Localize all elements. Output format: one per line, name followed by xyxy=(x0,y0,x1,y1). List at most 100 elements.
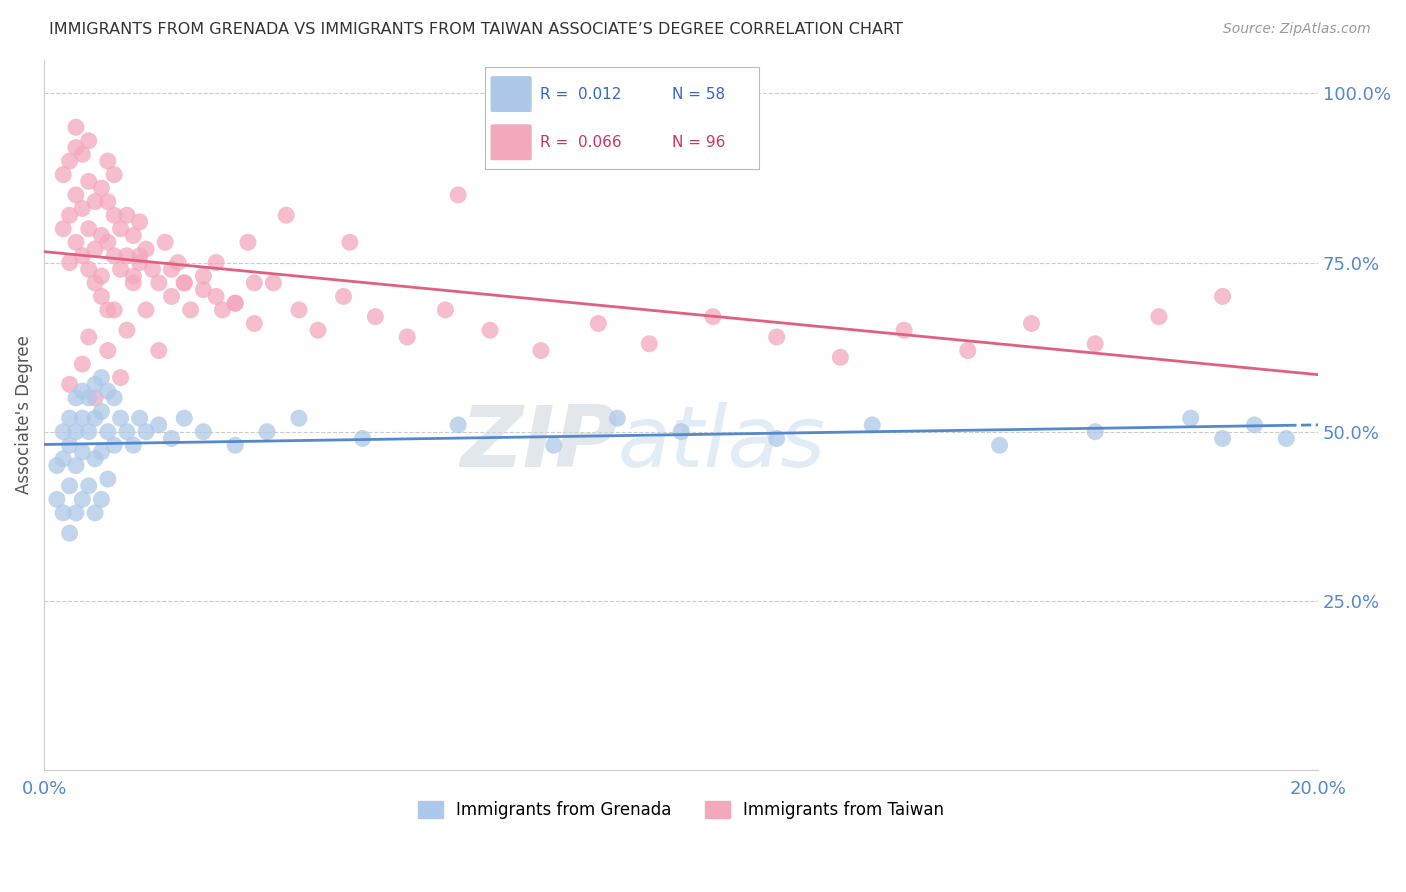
Point xyxy=(702,310,724,324)
Point xyxy=(122,438,145,452)
Point xyxy=(97,425,120,439)
Point xyxy=(52,506,75,520)
Point xyxy=(765,330,787,344)
Point xyxy=(90,370,112,384)
Point xyxy=(669,425,692,439)
Text: atlas: atlas xyxy=(617,401,825,484)
Point xyxy=(1212,432,1234,446)
Point xyxy=(638,336,661,351)
Point xyxy=(765,432,787,446)
Point xyxy=(97,302,120,317)
Point xyxy=(332,289,354,303)
Point xyxy=(58,255,80,269)
Point xyxy=(122,276,145,290)
Point xyxy=(128,215,150,229)
Point xyxy=(956,343,979,358)
Point xyxy=(447,188,470,202)
Point xyxy=(52,451,75,466)
Point xyxy=(160,289,183,303)
Point xyxy=(243,276,266,290)
FancyBboxPatch shape xyxy=(491,76,531,112)
Point xyxy=(224,438,246,452)
Point xyxy=(84,242,107,256)
Point xyxy=(45,458,67,473)
Point xyxy=(434,302,457,317)
Point xyxy=(153,235,176,250)
Point xyxy=(90,492,112,507)
Point xyxy=(58,438,80,452)
Point xyxy=(84,276,107,290)
Point xyxy=(90,269,112,284)
Point xyxy=(479,323,502,337)
Point xyxy=(72,147,94,161)
Point xyxy=(148,276,170,290)
Point xyxy=(103,302,125,317)
Point xyxy=(115,425,138,439)
Point xyxy=(58,526,80,541)
Text: R =  0.012: R = 0.012 xyxy=(540,87,621,102)
Point xyxy=(276,208,298,222)
Point xyxy=(90,181,112,195)
Point xyxy=(988,438,1011,452)
Point xyxy=(135,302,157,317)
Point xyxy=(52,168,75,182)
Point xyxy=(224,296,246,310)
Point xyxy=(122,269,145,284)
Point xyxy=(77,425,100,439)
Point xyxy=(58,479,80,493)
Point xyxy=(65,188,87,202)
Point xyxy=(830,351,852,365)
Point xyxy=(1147,310,1170,324)
Point xyxy=(77,479,100,493)
Point xyxy=(103,438,125,452)
Point xyxy=(65,391,87,405)
Point xyxy=(115,249,138,263)
Point xyxy=(77,262,100,277)
Point xyxy=(72,202,94,216)
Text: N = 58: N = 58 xyxy=(672,87,724,102)
Point xyxy=(77,330,100,344)
Point xyxy=(543,438,565,452)
Point xyxy=(45,492,67,507)
Point xyxy=(339,235,361,250)
Point xyxy=(103,208,125,222)
Point xyxy=(115,323,138,337)
Point xyxy=(1212,289,1234,303)
Point xyxy=(173,276,195,290)
Point xyxy=(84,411,107,425)
Point xyxy=(97,235,120,250)
Point xyxy=(447,417,470,432)
Point xyxy=(103,249,125,263)
Point xyxy=(262,276,284,290)
Point xyxy=(193,269,215,284)
Point xyxy=(128,411,150,425)
Point xyxy=(288,302,311,317)
Text: ZIP: ZIP xyxy=(460,401,617,484)
Point xyxy=(77,174,100,188)
Point xyxy=(352,432,374,446)
Point xyxy=(1021,317,1043,331)
Point xyxy=(243,317,266,331)
Point xyxy=(141,262,163,277)
Point xyxy=(84,194,107,209)
Point xyxy=(84,377,107,392)
Point xyxy=(110,221,132,235)
Point xyxy=(588,317,610,331)
Point xyxy=(110,411,132,425)
Point xyxy=(97,154,120,169)
Point xyxy=(52,221,75,235)
Text: N = 96: N = 96 xyxy=(672,135,725,150)
Point xyxy=(52,425,75,439)
Point xyxy=(77,221,100,235)
Point xyxy=(65,506,87,520)
Point xyxy=(256,425,278,439)
Text: Source: ZipAtlas.com: Source: ZipAtlas.com xyxy=(1223,22,1371,37)
Point xyxy=(893,323,915,337)
Point xyxy=(72,357,94,371)
Point xyxy=(97,472,120,486)
Point xyxy=(110,262,132,277)
Point xyxy=(58,411,80,425)
Point xyxy=(58,377,80,392)
Point xyxy=(606,411,628,425)
Point xyxy=(193,283,215,297)
